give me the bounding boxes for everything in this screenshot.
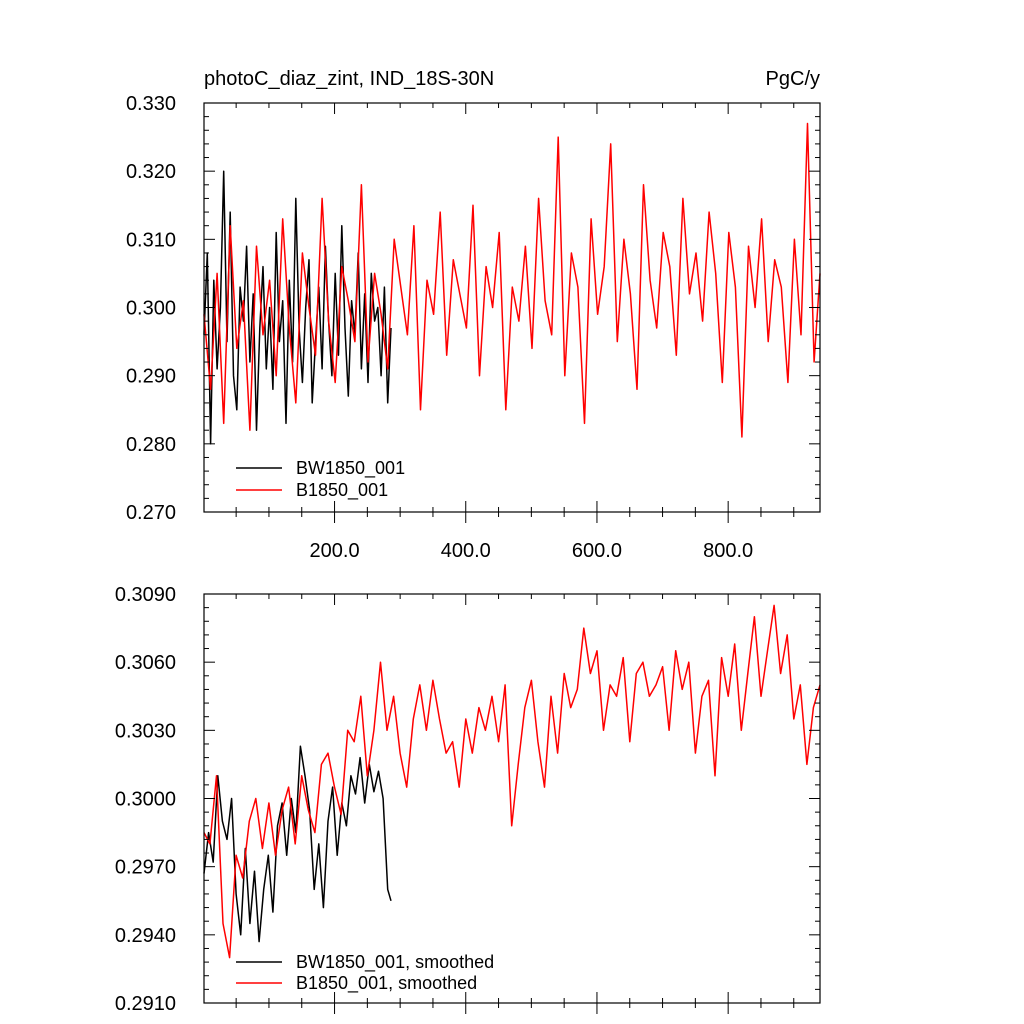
top-series-layer: [203, 122, 821, 445]
y-tick-label: 0.270: [126, 502, 176, 524]
bottom-legend: BW1850_001, smoothed B1850_001, smoothed: [236, 952, 494, 994]
bottom-series-layer: [203, 604, 821, 959]
y-tick-label: 0.320: [126, 161, 176, 183]
series-line-b1850-001: [203, 122, 821, 438]
series-line-b1850-001-smoothed: [203, 604, 821, 959]
bottom-plot: 0.2910 0.2940 0.2970 0.3000 0.3030 0.3060 0.30…: [115, 584, 821, 1015]
y-tick-label: 0.2910: [115, 993, 176, 1015]
series-line-bw1850-001: [203, 170, 392, 445]
y-tick-label: 0.3030: [115, 720, 176, 742]
bottom-axes: 0.2910 0.2940 0.2970 0.3000 0.3030 0.3060 0.30…: [115, 584, 820, 1015]
x-tick-label: 400.0: [441, 540, 491, 562]
units-label: PgC/y: [766, 68, 820, 90]
x-tick-label: 800.0: [703, 540, 753, 562]
y-tick-label: 0.3090: [115, 584, 176, 606]
y-tick-label: 0.290: [126, 366, 176, 388]
top-plot: photoC_diaz_zint, IND_18S-30N PgC/y 0.27…: [126, 68, 821, 562]
y-tick-label: 0.310: [126, 229, 176, 251]
legend-label-bw1850-smoothed: BW1850_001, smoothed: [296, 952, 494, 973]
legend-label-bw1850: BW1850_001: [296, 458, 405, 479]
y-tick-label: 0.330: [126, 93, 176, 115]
y-tick-label: 0.300: [126, 298, 176, 320]
y-tick-label: 0.2940: [115, 925, 176, 947]
x-tick-label: 200.0: [310, 540, 360, 562]
y-tick-label: 0.2970: [115, 857, 176, 879]
x-tick-label: 600.0: [572, 540, 622, 562]
top-legend: BW1850_001 B1850_001: [236, 458, 405, 501]
y-tick-label: 0.280: [126, 434, 176, 456]
plot-title: photoC_diaz_zint, IND_18S-30N: [204, 68, 494, 90]
legend-label-b1850-smoothed: B1850_001, smoothed: [296, 973, 477, 994]
y-tick-label: 0.3060: [115, 652, 176, 674]
legend-label-b1850: B1850_001: [296, 480, 388, 501]
y-tick-label: 0.3000: [115, 789, 176, 811]
top-axes: 0.270 0.280 0.290 0.300 0.310 0.320 0.330 200.0…: [126, 93, 820, 562]
